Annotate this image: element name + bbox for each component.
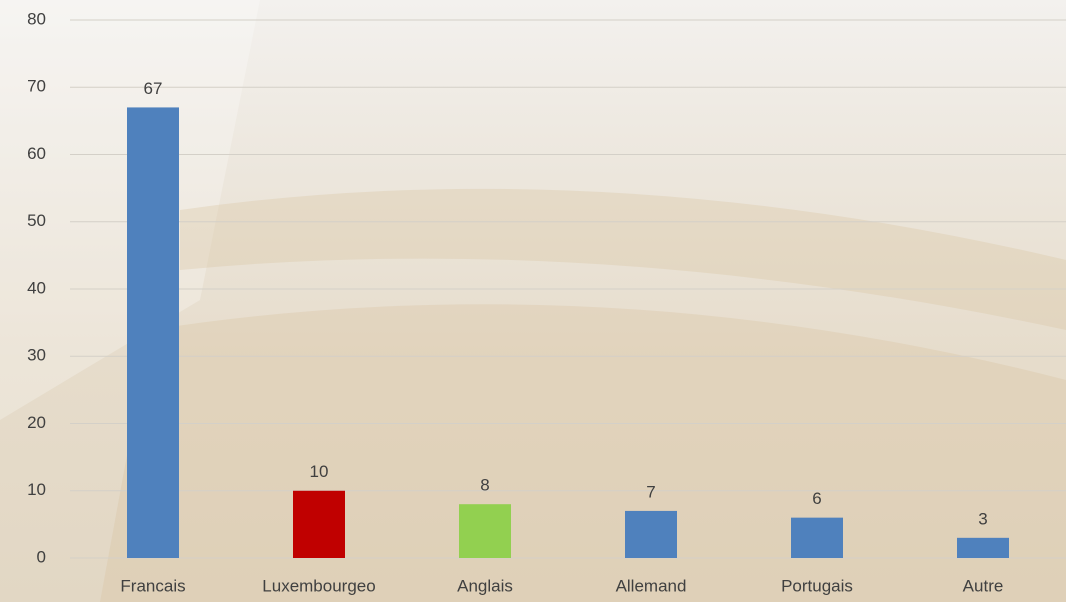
x-tick-label: Autre xyxy=(963,576,1004,595)
y-tick-label: 80 xyxy=(27,9,46,28)
data-label: 6 xyxy=(812,489,821,508)
page: 01020304050607080Francais67Luxembourgeo1… xyxy=(0,0,1066,602)
x-tick-label: Portugais xyxy=(781,576,853,595)
bar xyxy=(957,538,1009,558)
y-tick-label: 60 xyxy=(27,144,46,163)
data-label: 67 xyxy=(144,79,163,98)
y-tick-label: 50 xyxy=(27,211,46,230)
y-tick-label: 40 xyxy=(27,278,46,297)
x-tick-label: Francais xyxy=(120,576,185,595)
x-tick-label: Luxembourgeo xyxy=(262,576,375,595)
bar xyxy=(127,107,179,558)
data-label: 10 xyxy=(310,462,329,481)
background-shade xyxy=(100,304,1066,602)
chart: 01020304050607080Francais67Luxembourgeo1… xyxy=(0,0,1066,602)
y-tick-label: 70 xyxy=(27,77,46,96)
x-tick-label: Anglais xyxy=(457,576,513,595)
bar xyxy=(791,518,843,558)
y-tick-label: 0 xyxy=(37,547,46,566)
bar xyxy=(293,491,345,558)
y-tick-label: 30 xyxy=(27,346,46,365)
data-label: 7 xyxy=(646,482,655,501)
y-tick-label: 10 xyxy=(27,480,46,499)
data-label: 3 xyxy=(978,509,987,528)
bar xyxy=(625,511,677,558)
data-label: 8 xyxy=(480,476,489,495)
bar xyxy=(459,504,511,558)
y-tick-label: 20 xyxy=(27,413,46,432)
x-tick-label: Allemand xyxy=(616,576,687,595)
